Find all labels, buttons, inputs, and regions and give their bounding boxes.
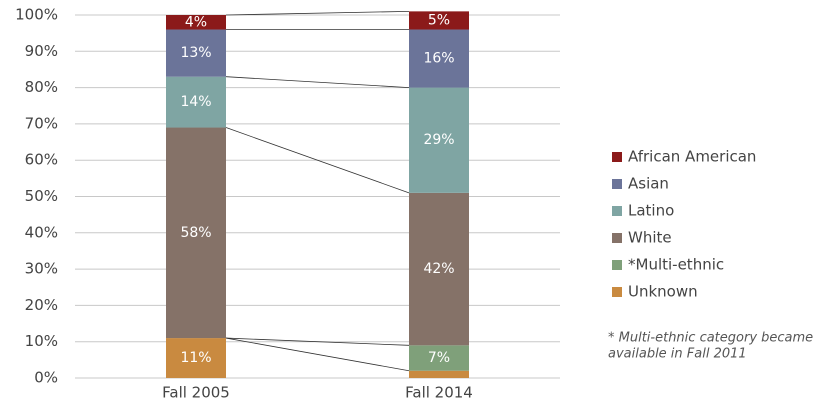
bar-segment [166, 76, 226, 128]
y-tick-label: 40% [25, 223, 58, 241]
y-tick-label: 80% [25, 78, 58, 96]
y-tick-label: 70% [25, 114, 58, 132]
legend-swatch [612, 206, 622, 216]
legend-label: White [628, 229, 672, 247]
y-tick-label: 90% [25, 42, 58, 60]
data-label: 7% [428, 350, 450, 366]
legend-label: *Multi-ethnic [628, 256, 724, 274]
legend-swatch [612, 287, 622, 297]
connector-line [225, 10, 410, 16]
y-tick-label: 60% [25, 151, 58, 169]
data-label: 4% [185, 14, 207, 30]
bar-segment [409, 370, 469, 378]
connector-line [225, 337, 410, 346]
data-label: 14% [180, 94, 211, 110]
legend-label: African American [628, 148, 756, 166]
bar-segment [166, 15, 226, 30]
legend-label: Latino [628, 202, 674, 220]
y-tick-label: 20% [25, 296, 58, 314]
data-label: 29% [423, 132, 454, 148]
data-label: 16% [423, 51, 454, 67]
legend-label: Unknown [628, 283, 698, 301]
legend-swatch [612, 152, 622, 162]
bar-segment [409, 11, 469, 30]
data-label: 5% [428, 12, 450, 28]
legend-swatch [612, 179, 622, 189]
connector-line [225, 76, 410, 88]
connector-line [225, 127, 410, 194]
note: available in Fall 2011 [608, 347, 747, 362]
bar-segment [409, 192, 469, 346]
data-label: 58% [180, 225, 211, 241]
bar-segment [166, 29, 226, 77]
legend-swatch [612, 260, 622, 270]
legend-swatch [612, 233, 622, 243]
bar-segment [166, 338, 226, 378]
data-label: 13% [180, 45, 211, 61]
y-tick-label: 10% [25, 332, 58, 350]
bar-segment [166, 127, 226, 339]
bar-segment [409, 87, 469, 193]
x-tick-label: Fall 2014 [405, 384, 473, 402]
y-tick-label: 0% [34, 369, 58, 387]
data-label: 11% [180, 350, 211, 366]
bar-segment [409, 345, 469, 371]
note: * Multi-ethnic category became [608, 331, 813, 346]
bar-segment [409, 29, 469, 88]
x-tick-label: Fall 2005 [162, 384, 230, 402]
y-tick-label: 100% [15, 6, 58, 24]
y-tick-label: 50% [25, 187, 58, 205]
data-label: 42% [423, 261, 454, 277]
y-tick-label: 30% [25, 260, 58, 278]
legend-label: Asian [628, 175, 669, 193]
connector-line [225, 337, 410, 372]
